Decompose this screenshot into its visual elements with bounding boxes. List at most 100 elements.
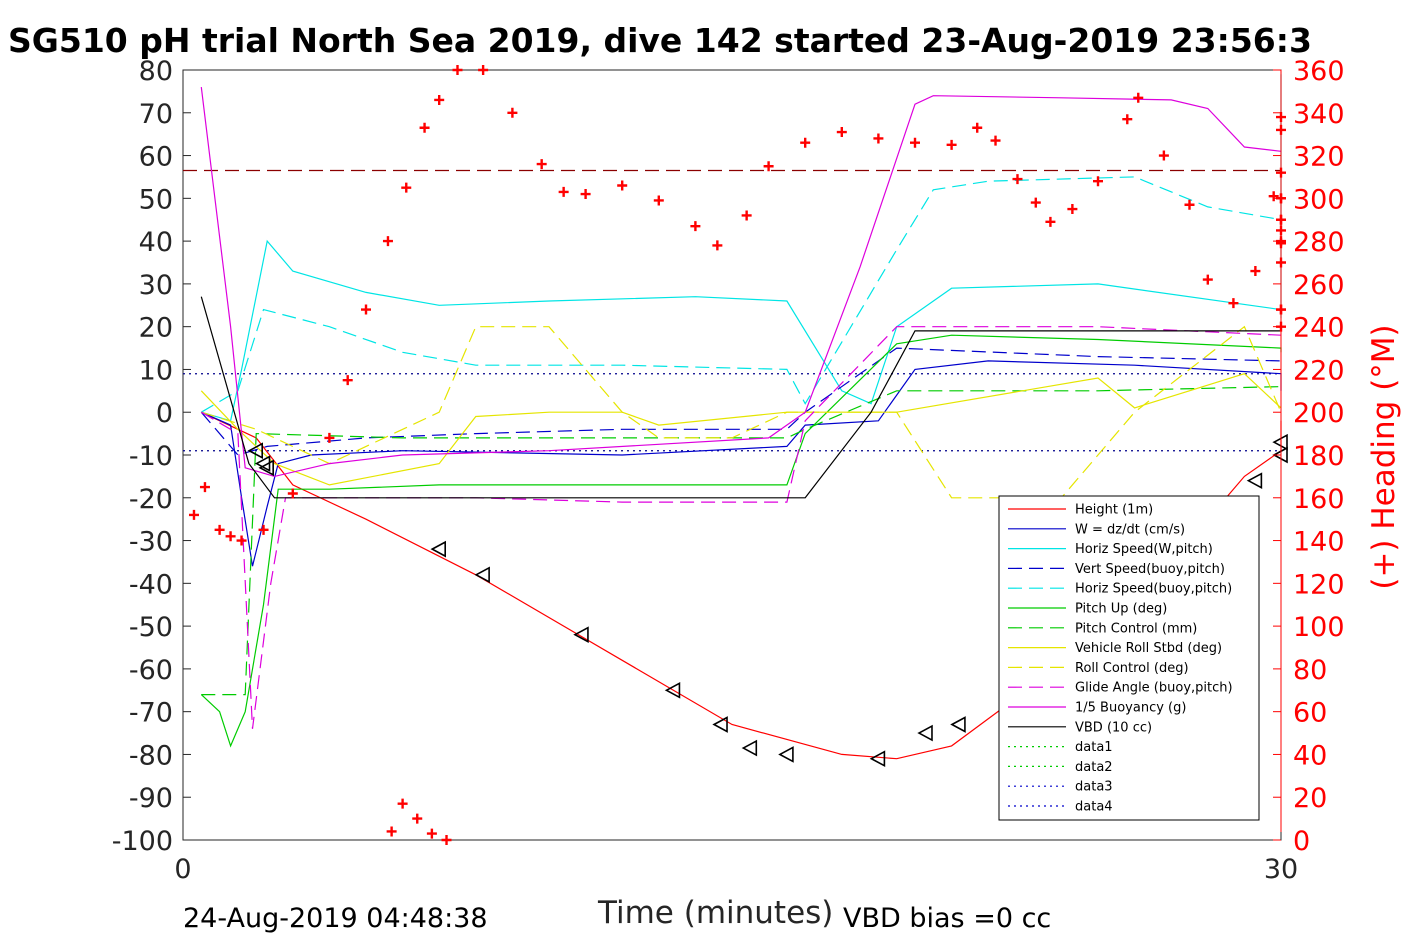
y-right-tick-label: 120 — [1293, 569, 1345, 600]
y-right-tick-label: 200 — [1293, 398, 1345, 429]
heading-marker — [1093, 176, 1103, 187]
y-axis-right: 3603403203002802602402202001801601401201… — [1273, 56, 1345, 857]
dive-marker — [247, 442, 263, 460]
heading-marker — [836, 127, 847, 138]
heading-marker — [990, 135, 1001, 146]
y-tick-label: 30 — [139, 270, 173, 301]
heading-marker — [1250, 266, 1261, 277]
y-tick-label: -70 — [129, 698, 173, 729]
legend-label: Pitch Control (mm) — [1075, 621, 1197, 636]
heading-marker — [690, 221, 701, 232]
heading-marker — [1045, 216, 1056, 227]
series-line — [200, 296, 1281, 499]
y-right-tick-label: 180 — [1293, 441, 1345, 472]
heading-marker — [478, 65, 489, 75]
heading-marker — [258, 524, 269, 535]
y-tick-label: 80 — [139, 56, 173, 87]
series-line — [201, 74, 1282, 422]
heading-marker — [386, 826, 397, 837]
y-tick-label: 20 — [139, 313, 173, 344]
dive-marker — [664, 681, 681, 699]
y-right-tick-label: 20 — [1293, 783, 1327, 814]
y-tick-label: 40 — [139, 227, 173, 258]
heading-marker — [342, 375, 353, 386]
x-axis-label: Time (minutes) — [597, 895, 833, 931]
y-tick-label: -60 — [129, 655, 173, 686]
legend-box — [998, 495, 1260, 821]
y-tick-label: -10 — [129, 441, 173, 472]
dive-marker — [430, 540, 446, 558]
legend-label: 1/5 Buoyancy (g) — [1075, 701, 1186, 716]
y-right-tick-label: 160 — [1293, 484, 1345, 515]
legend-label: Horiz Speed(W,pitch) — [1075, 542, 1213, 557]
y-tick-label: -80 — [129, 740, 173, 771]
heading-marker — [225, 531, 236, 542]
y-tick-label: -40 — [129, 569, 173, 600]
y-tick-label: -20 — [129, 484, 173, 515]
legend-label: Vehicle Roll Stbd (deg) — [1075, 641, 1222, 656]
series-line — [201, 360, 1282, 567]
legend-label: data1 — [1075, 740, 1113, 755]
heading-marker — [910, 137, 920, 148]
heading-marker — [361, 304, 371, 315]
y-right-tick-label: 0 — [1293, 826, 1310, 857]
y-tick-label: 70 — [139, 99, 173, 130]
series-line — [200, 87, 1282, 478]
y-right-tick-label: 360 — [1293, 56, 1345, 87]
y-right-tick-label: 340 — [1293, 99, 1345, 130]
heading-marker — [972, 122, 983, 133]
heading-marker — [1133, 92, 1144, 103]
heading-marker — [617, 180, 628, 191]
y-tick-label: -30 — [129, 527, 173, 558]
legend-label: Pitch Up (deg) — [1075, 602, 1167, 617]
legend-label: Glide Angle (buoy,pitch) — [1075, 681, 1233, 696]
series-line — [201, 325, 1282, 499]
series-line — [200, 373, 1282, 486]
heading-marker — [536, 159, 547, 170]
legend-label: data2 — [1075, 760, 1113, 775]
heading-marker — [419, 122, 430, 133]
y-right-tick-label: 300 — [1293, 184, 1345, 215]
heading-marker — [800, 137, 811, 148]
heading-marker — [199, 482, 210, 493]
series-line — [200, 176, 1282, 413]
series-layer — [200, 74, 1282, 760]
legend-label: Height (1m) — [1075, 503, 1153, 518]
dive-marker — [950, 716, 966, 733]
end-timestamp: 24-Aug-2019 04:48:38 — [183, 903, 488, 934]
heading-marker — [1228, 298, 1239, 309]
y-tick-label: -50 — [129, 612, 173, 643]
heading-marker — [397, 798, 408, 809]
heading-marker — [1184, 199, 1195, 210]
heading-marker — [873, 133, 884, 144]
heading-marker — [1067, 204, 1078, 215]
legend-label: VBD (10 cc) — [1075, 720, 1152, 735]
y-right-tick-label: 80 — [1293, 655, 1327, 686]
heading-marker — [1012, 174, 1023, 185]
legend-label: Horiz Speed(buoy,pitch) — [1075, 582, 1232, 597]
legend-label: W = dz/dt (cm/s) — [1075, 522, 1185, 537]
heading-marker — [1122, 114, 1133, 125]
y-right-tick-label: 260 — [1293, 270, 1345, 301]
y-right-tick-label: 320 — [1293, 142, 1345, 173]
y-tick-label: -90 — [129, 783, 173, 814]
vbd-bias-note: VBD bias =0 cc — [843, 903, 1051, 934]
heading-marker — [382, 236, 393, 247]
heading-marker — [287, 488, 298, 499]
y-tick-label: 60 — [139, 142, 173, 173]
chart-title: SG510 pH trial North Sea 2019, dive 142 … — [8, 21, 1312, 60]
heading-marker — [188, 509, 199, 520]
y-tick-label: -100 — [112, 826, 173, 857]
heading-marker — [507, 107, 518, 118]
dive-marker — [1246, 472, 1263, 490]
heading-marker — [558, 186, 569, 197]
heading-marker — [236, 535, 247, 546]
y-right-tick-label: 240 — [1293, 313, 1345, 344]
heading-marker — [1202, 274, 1213, 285]
dive-marker — [258, 459, 274, 477]
right-axis-label: (+) Heading (°M) — [1366, 324, 1402, 589]
heading-marker — [214, 524, 225, 535]
heading-marker — [741, 210, 752, 221]
heading-marker — [580, 189, 591, 200]
